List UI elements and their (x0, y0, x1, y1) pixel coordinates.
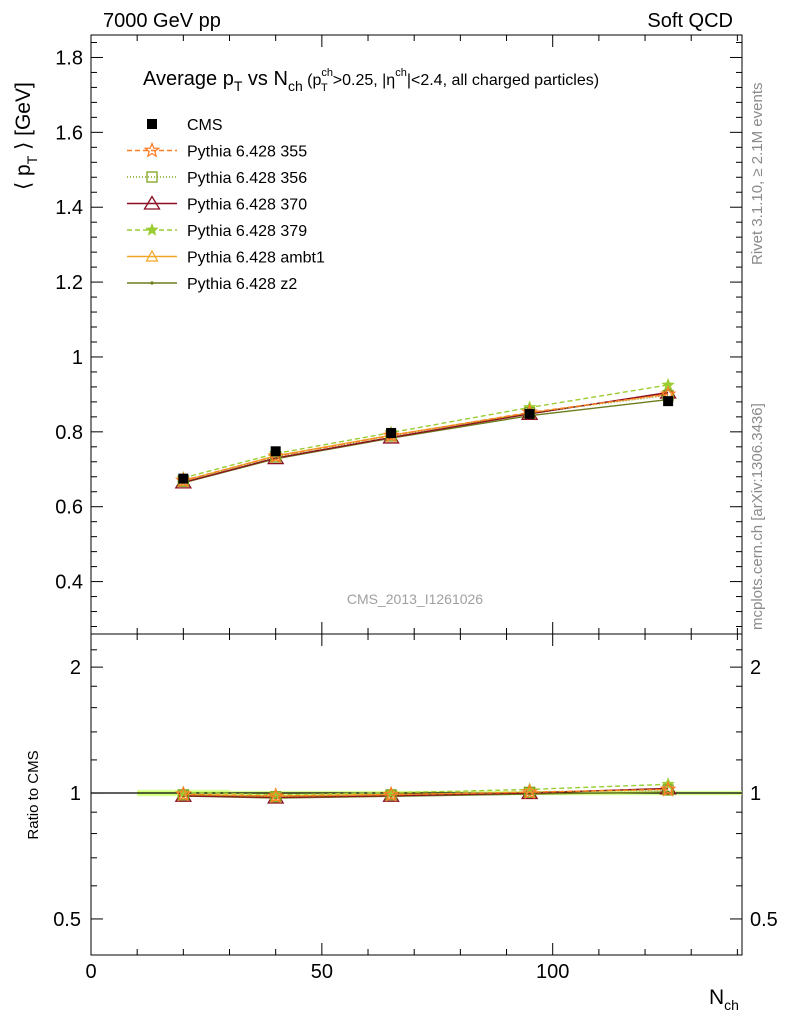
legend-marker-p370 (143, 195, 161, 210)
series-line-p355 (183, 393, 669, 482)
data-point-cms (270, 446, 281, 457)
ylabel-close: ⟩ [GeV] (12, 82, 35, 156)
title-part-cut2: >0.25, |η (333, 72, 395, 89)
main-y-tick-label: 1.8 (55, 47, 83, 69)
ratio-line-p379 (183, 783, 669, 796)
ratio-point-p356 (177, 789, 189, 801)
x-tick-label: 50 (311, 961, 333, 983)
ratio-y-axis-label: Ratio to CMS (25, 750, 42, 839)
main-data-series (174, 377, 677, 489)
data-point-cms (524, 408, 535, 419)
ylabel-open: ⟨ p (12, 164, 35, 190)
main-y-axis-label: ⟨ pT ⟩ [GeV] (12, 82, 40, 190)
legend-label-cms: CMS (187, 117, 223, 134)
ratio-y-tick-label-right: 2 (750, 657, 761, 679)
xlabel-sub: ch (724, 997, 739, 1013)
ratio-y-tick-label: 0.5 (53, 909, 81, 931)
main-y-tick-label: 0.8 (55, 422, 83, 444)
data-point-cms (386, 427, 397, 438)
xlabel-main: N (709, 986, 724, 1009)
ratio-line-p356 (183, 789, 669, 798)
main-y-tick-label: 1 (72, 347, 83, 369)
title-part-cut2-sup: ch (395, 67, 407, 79)
title-part-cut1-sup: ch (321, 67, 333, 79)
main-axis-ticks: 0.4 0.6 0.8 1 1.2 1.4 1.6 1.8 (55, 35, 742, 634)
legend-marker-z2 (150, 281, 154, 285)
legend-label-z2: Pythia 6.428 z2 (187, 276, 297, 293)
rivet-version-label: Rivet 3.1.10, ≥ 2.1M events (749, 83, 766, 266)
ratio-y-tick-label-right: 0.5 (750, 909, 778, 931)
title-part-cut1-sub: T (321, 82, 328, 94)
legend-marker-p355 (143, 141, 161, 158)
series-line-p356 (183, 394, 669, 482)
ratio-point-p355 (382, 785, 400, 802)
ratio-point-p355 (267, 787, 284, 804)
x-tick-label: 0 (85, 961, 96, 983)
header-process-label: Soft QCD (647, 10, 733, 32)
main-y-tick-label: 1.6 (55, 122, 83, 144)
ratio-point-p356 (662, 784, 674, 796)
legend: CMS Pythia 6.428 355 Pythia 6.428 356 Pythi… (127, 117, 325, 293)
ratio-point-p379 (268, 787, 283, 801)
series-line-z2 (183, 398, 669, 484)
analysis-watermark: CMS_2013_I1261026 (347, 591, 483, 607)
data-point-cms (663, 396, 674, 407)
header-energy-label: 7000 GeV pp (103, 10, 221, 32)
legend-label-p356: Pythia 6.428 356 (187, 170, 307, 187)
series-line-p370 (183, 391, 669, 484)
legend-label-ambt1: Pythia 6.428 ambt1 (187, 250, 325, 267)
ratio-point-p356 (523, 786, 536, 798)
main-plot-title: Average pT vs Nch (pch T >0.25, |ηch|<2.4,… (143, 67, 599, 94)
main-y-tick-label: 1.4 (55, 197, 83, 219)
ratio-axis-ticks: 0.5 0.5 1 1 2 2 0 50 100 (53, 634, 778, 983)
legend-label-p379: Pythia 6.428 379 (187, 223, 307, 240)
series-line-ambt1 (183, 393, 669, 482)
x-tick-label: 100 (536, 961, 569, 983)
ratio-point-p355 (659, 780, 677, 797)
data-point-p355 (382, 426, 400, 443)
ratio-point-p355 (174, 785, 192, 802)
title-part-cut3: |<2.4, all charged particles) (407, 72, 599, 89)
legend-marker-p356 (146, 171, 158, 183)
title-part-cut1: (p (303, 72, 322, 89)
title-part-vs: vs N (242, 68, 288, 90)
legend-label-p355: Pythia 6.428 355 (187, 144, 307, 161)
ratio-y-tick-label: 2 (70, 657, 81, 679)
ratio-y-tick-label-right: 1 (750, 783, 761, 805)
ratio-point-p355 (521, 783, 538, 800)
title-part-avg: Average p (143, 68, 234, 90)
ylabel-sub: T (24, 155, 40, 164)
ratio-y-tick-label: 1 (70, 783, 81, 805)
main-y-tick-label: 0.4 (55, 572, 83, 594)
main-y-tick-label: 1.2 (55, 272, 83, 294)
legend-label-p370: Pythia 6.428 370 (187, 197, 307, 214)
legend-marker-cms (147, 119, 157, 129)
title-part-avg-sub: T (234, 78, 243, 94)
ratio-data-series (174, 777, 677, 804)
main-y-tick-label: 0.6 (55, 497, 83, 519)
legend-marker-p379 (145, 222, 159, 236)
mcplots-source-label: mcplots.cern.ch [arXiv:1306.3436] (749, 403, 766, 630)
ratio-line-p355 (183, 788, 669, 797)
title-part-vs-sub: ch (288, 78, 303, 94)
legend-marker-ambt1 (145, 249, 159, 262)
x-axis-label: Nch (709, 986, 739, 1013)
data-point-cms (178, 473, 189, 484)
